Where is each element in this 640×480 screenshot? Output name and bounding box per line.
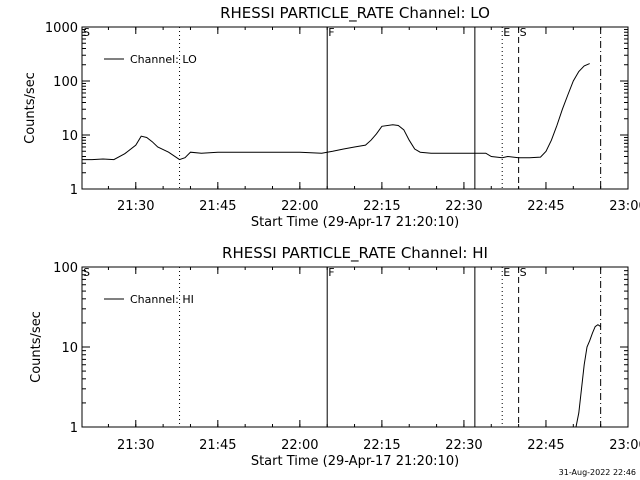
panel-1-xtick-label: 22:45: [527, 199, 564, 214]
panel-2-xtick-label: 21:30: [117, 438, 154, 453]
panel-2-xlabel: Start Time (29-Apr-17 21:20:10): [251, 454, 459, 469]
panel-2-xtick-label: 22:30: [445, 438, 482, 453]
panel-2-series-line: [575, 324, 601, 428]
panel-1-marker-label: S: [83, 26, 90, 39]
panel-1-ylabel: Counts/sec: [23, 72, 38, 144]
panel-1-ytick-label: 100: [53, 75, 78, 90]
panel-2-axes-frame: [81, 266, 629, 428]
panel-2-xtick-label: 21:45: [199, 438, 236, 453]
panel-1-axes-frame: [81, 26, 629, 190]
panel-2-marker-label: E: [503, 266, 510, 279]
panel-1-marker-label: E: [503, 26, 510, 39]
panel-2-xtick-label: 23:00: [609, 438, 640, 453]
panel-1-ytick-label: 10: [61, 129, 78, 144]
panel-2-title: RHESSI PARTICLE_RATE Channel: HI: [222, 244, 488, 263]
panel-1-marker-label: F: [328, 26, 334, 39]
panel-2-marker-label: S: [520, 266, 527, 279]
panel-1-xtick-label: 22:15: [363, 199, 400, 214]
panel-2-ytick-label: 1: [70, 421, 78, 436]
panel-1-marker-label: S: [520, 26, 527, 39]
panel-1-xtick-label: 22:30: [445, 199, 482, 214]
panel-1-xlabel: Start Time (29-Apr-17 21:20:10): [251, 215, 459, 230]
panel-1-series-line: [82, 63, 590, 161]
panel-1-xtick-label: 23:00: [609, 199, 640, 214]
panel-2-xtick-label: 22:00: [281, 438, 318, 453]
panel-2-ytick-label: 10: [61, 341, 78, 356]
render-timestamp: 31-Aug-2022 22:46: [559, 468, 636, 477]
panel-2-xtick-label: 22:45: [527, 438, 564, 453]
panel-1-title: RHESSI PARTICLE_RATE Channel: LO: [220, 4, 490, 23]
panel-1-xtick-label: 21:45: [199, 199, 236, 214]
panel-1-ytick-label: 1: [70, 183, 78, 198]
panel-1-ytick-label: 1000: [45, 21, 78, 36]
panel-1-legend-entry: Channel: LO: [130, 53, 197, 66]
panel-2-marker-label: F: [328, 266, 334, 279]
panel-1-xtick-label: 22:00: [281, 199, 318, 214]
panel-2-ytick-label: 100: [53, 261, 78, 276]
panel-2-ylabel: Counts/sec: [29, 311, 44, 383]
panel-1-xtick-label: 21:30: [117, 199, 154, 214]
panel-2-xtick-label: 22:15: [363, 438, 400, 453]
panel-2-legend-entry: Channel: HI: [130, 293, 194, 306]
panel-2-marker-label: S: [83, 266, 90, 279]
